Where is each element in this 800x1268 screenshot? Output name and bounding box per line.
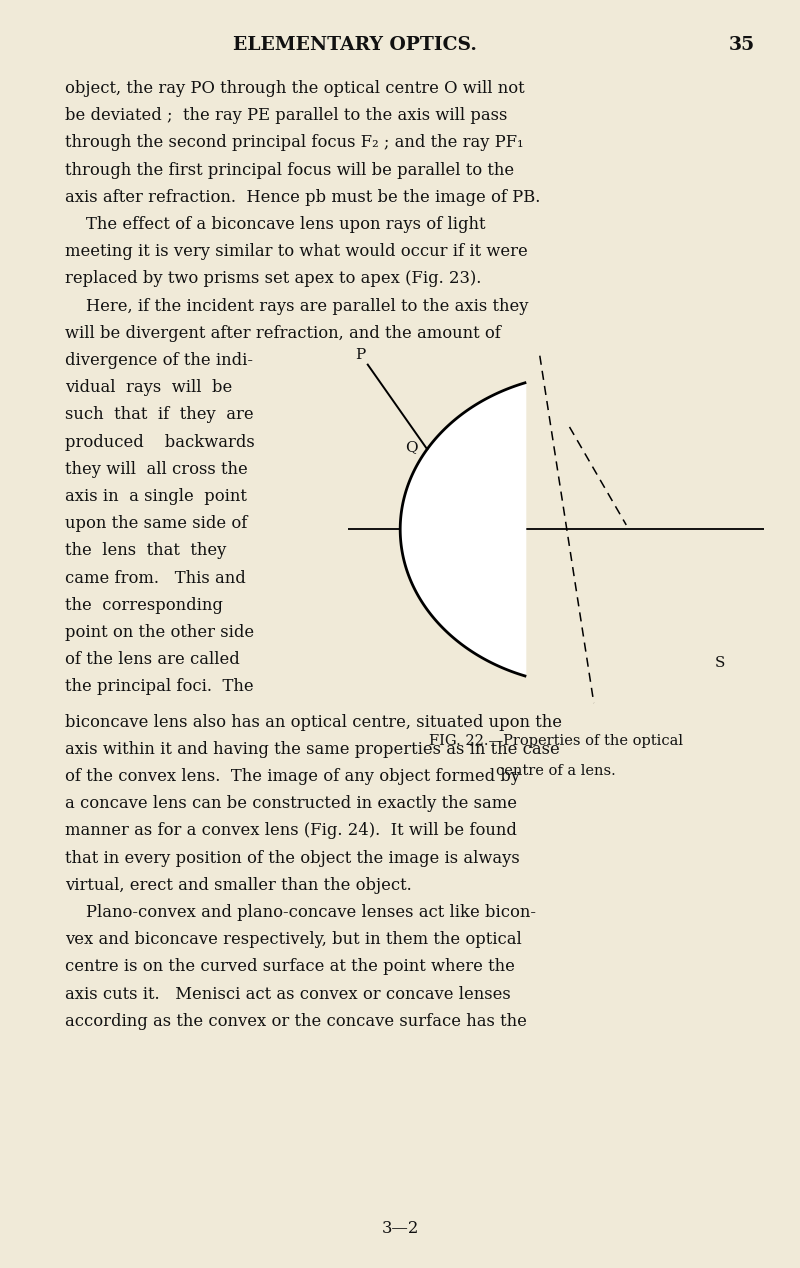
Text: vex and biconcave respectively, but in them the optical: vex and biconcave respectively, but in t… [65, 931, 522, 948]
Text: axis in  a single  point: axis in a single point [65, 488, 247, 505]
Text: vidual  rays  will  be: vidual rays will be [65, 379, 232, 396]
Text: centre of a lens.: centre of a lens. [496, 765, 616, 779]
Text: be deviated ;  the ray PE parallel to the axis will pass: be deviated ; the ray PE parallel to the… [65, 108, 507, 124]
Text: through the first principal focus will be parallel to the: through the first principal focus will b… [65, 161, 514, 179]
Text: point on the other side: point on the other side [65, 624, 254, 642]
Text: 3—2: 3—2 [382, 1220, 418, 1238]
Text: produced    backwards: produced backwards [65, 434, 254, 450]
Text: ELEMENTARY OPTICS.: ELEMENTARY OPTICS. [233, 36, 477, 55]
Text: upon the same side of: upon the same side of [65, 515, 247, 533]
Text: the principal foci.  The: the principal foci. The [65, 678, 254, 695]
Text: axis within it and having the same properties as in the case: axis within it and having the same prope… [65, 741, 560, 758]
Text: biconcave lens also has an optical centre, situated upon the: biconcave lens also has an optical centr… [65, 714, 562, 730]
Text: the  lens  that  they: the lens that they [65, 543, 226, 559]
Text: axis after refraction.  Hence pb must be the image of PB.: axis after refraction. Hence pb must be … [65, 189, 540, 205]
Text: will be divergent after refraction, and the amount of: will be divergent after refraction, and … [65, 325, 501, 342]
Text: Q: Q [405, 440, 418, 454]
Text: meeting it is very similar to what would occur if it were: meeting it is very similar to what would… [65, 243, 528, 260]
Text: centre is on the curved surface at the point where the: centre is on the curved surface at the p… [65, 959, 515, 975]
Text: virtual, erect and smaller than the object.: virtual, erect and smaller than the obje… [65, 876, 412, 894]
Text: a concave lens can be constructed in exactly the same: a concave lens can be constructed in exa… [65, 795, 517, 813]
Text: through the second principal focus F₂ ; and the ray PF₁: through the second principal focus F₂ ; … [65, 134, 524, 151]
Text: according as the convex or the concave surface has the: according as the convex or the concave s… [65, 1013, 527, 1030]
Text: of the lens are called: of the lens are called [65, 652, 240, 668]
Text: replaced by two prisms set apex to apex (Fig. 23).: replaced by two prisms set apex to apex … [65, 270, 482, 288]
Text: axis cuts it.   Menisci act as convex or concave lenses: axis cuts it. Menisci act as convex or c… [65, 985, 510, 1003]
Text: the  corresponding: the corresponding [65, 597, 223, 614]
Text: object, the ray PO through the optical centre O will not: object, the ray PO through the optical c… [65, 80, 525, 96]
Text: 35: 35 [729, 36, 755, 55]
Text: such  that  if  they  are: such that if they are [65, 407, 254, 424]
Text: Plano-convex and plano-concave lenses act like bicon-: Plano-convex and plano-concave lenses ac… [65, 904, 536, 921]
Text: came from.   This and: came from. This and [65, 569, 246, 587]
Text: manner as for a convex lens (Fig. 24).  It will be found: manner as for a convex lens (Fig. 24). I… [65, 823, 517, 839]
Text: Here, if the incident rays are parallel to the axis they: Here, if the incident rays are parallel … [65, 298, 529, 314]
Text: The effect of a biconcave lens upon rays of light: The effect of a biconcave lens upon rays… [65, 216, 486, 233]
Text: they will  all cross the: they will all cross the [65, 460, 248, 478]
Text: divergence of the indi-: divergence of the indi- [65, 353, 253, 369]
Text: that in every position of the object the image is always: that in every position of the object the… [65, 850, 520, 866]
Text: P: P [354, 349, 365, 363]
Text: FIG. 22.—Properties of the optical: FIG. 22.—Properties of the optical [429, 734, 683, 748]
Text: S: S [714, 657, 725, 671]
Text: of the convex lens.  The image of any object formed by: of the convex lens. The image of any obj… [65, 768, 520, 785]
